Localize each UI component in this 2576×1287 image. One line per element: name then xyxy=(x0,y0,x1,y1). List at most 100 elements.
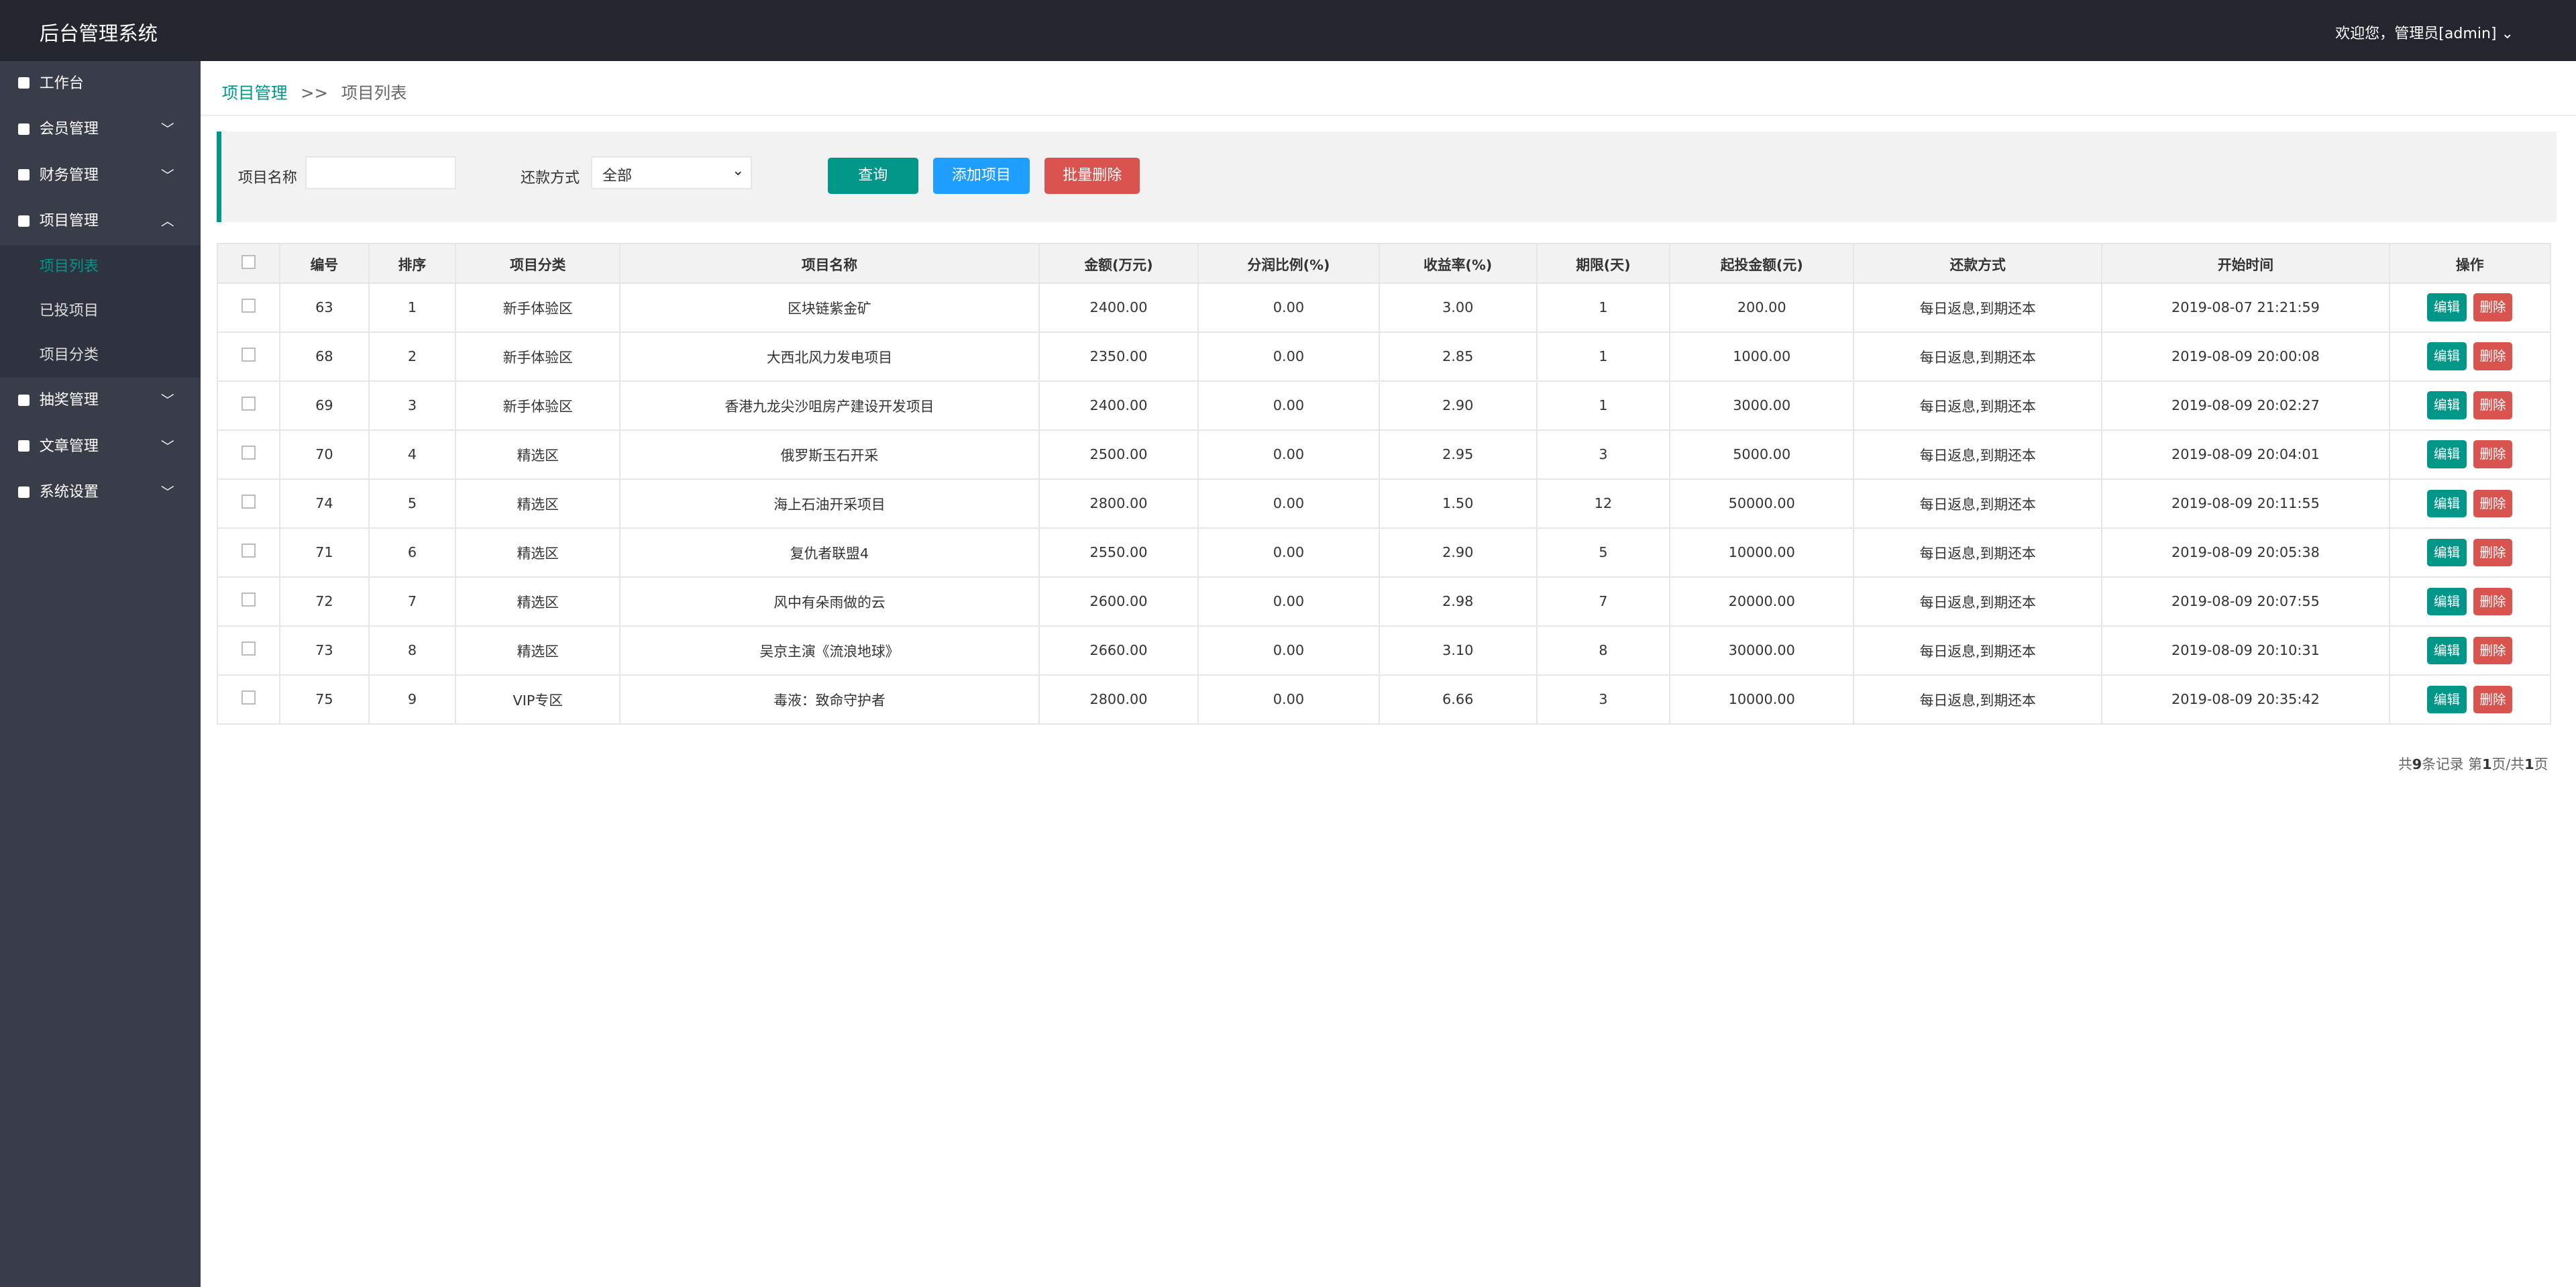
menu-item[interactable]: 系统设置 ﹀ xyxy=(0,470,201,516)
cell: 每日返息,到期还本 xyxy=(1853,625,2103,676)
submenu-item[interactable]: 项目分类 xyxy=(0,333,201,378)
add-button[interactable]: 添加项目 xyxy=(932,158,1030,194)
cell: 68 xyxy=(279,331,370,382)
pagination-text: 条记录 第 xyxy=(2422,756,2483,772)
cell: 2400.00 xyxy=(1038,282,1199,333)
label: 项目名称 xyxy=(237,170,297,187)
checkbox[interactable] xyxy=(241,446,256,460)
cell: 6.66 xyxy=(1378,674,1538,725)
checkbox[interactable] xyxy=(241,641,256,656)
user-menu[interactable]: 欢迎您，管理员[admin] ⌄ xyxy=(2335,25,2514,42)
breadcrumb-item[interactable]: 项目管理 xyxy=(221,83,288,103)
delete-button[interactable]: 删除 xyxy=(2473,685,2513,714)
cell: 6 xyxy=(368,527,457,578)
cell: 2019-08-09 20:35:42 xyxy=(2101,674,2390,725)
cell: 1000.00 xyxy=(1669,331,1855,382)
checkbox[interactable] xyxy=(241,397,256,411)
cell: 2.90 xyxy=(1378,380,1538,431)
cell: 2800.00 xyxy=(1038,674,1199,725)
repay-select[interactable]: 全部 ⌄ xyxy=(591,156,753,189)
edit-button[interactable]: 编辑 xyxy=(2427,440,2467,469)
cell xyxy=(217,380,281,431)
cell: 精选区 xyxy=(455,478,621,529)
delete-button[interactable]: 删除 xyxy=(2473,587,2513,616)
menu-icon xyxy=(17,215,30,227)
delete-button[interactable]: 删除 xyxy=(2473,489,2513,518)
cell: 3.00 xyxy=(1378,282,1538,333)
header-cell: 起投金额(元) xyxy=(1669,243,1855,284)
app-title: 后台管理系统 xyxy=(39,21,158,45)
cell: 毒液：致命守护者 xyxy=(619,674,1040,725)
delete-button[interactable]: 删除 xyxy=(2473,391,2513,420)
menu-item[interactable]: 会员管理 ﹀ xyxy=(0,107,201,153)
edit-button[interactable]: 编辑 xyxy=(2427,538,2467,567)
action-cell: 编辑 删除 xyxy=(2388,527,2551,578)
search-button[interactable]: 查询 xyxy=(827,158,918,194)
checkbox[interactable] xyxy=(241,593,256,607)
checkbox[interactable] xyxy=(241,348,256,362)
table-row: 71 6 精选区 复仇者联盟4 2550.00 0.00 2.90 5 10000.00 每日返息… xyxy=(217,527,2551,578)
cell: 海上石油开采项目 xyxy=(619,478,1040,529)
action-cell: 编辑 删除 xyxy=(2388,625,2551,676)
cell: 区块链紫金矿 xyxy=(619,282,1040,333)
checkbox[interactable] xyxy=(241,495,256,509)
cell: 30000.00 xyxy=(1669,625,1855,676)
cell: 2019-08-09 20:02:27 xyxy=(2101,380,2390,431)
cell: 2 xyxy=(368,331,457,382)
cell xyxy=(217,478,281,529)
filter-bar: 项目名称 还款方式 全部 ⌄ 查询 添加项目 批量删除 xyxy=(217,131,2557,222)
delete-button[interactable]: 删除 xyxy=(2473,538,2513,567)
cell: 精选区 xyxy=(455,429,621,480)
cell: 2500.00 xyxy=(1038,429,1199,480)
cell: 3 xyxy=(1536,429,1671,480)
menu-item[interactable]: 项目管理 ︿ xyxy=(0,199,201,245)
cell: 7 xyxy=(1536,576,1671,627)
edit-button[interactable]: 编辑 xyxy=(2427,636,2467,665)
batch-delete-button[interactable]: 批量删除 xyxy=(1044,158,1140,194)
menu-arrow: ﹀ xyxy=(161,121,174,138)
cell xyxy=(217,282,281,333)
menu-item[interactable]: 文章管理 ﹀ xyxy=(0,424,201,470)
cell: 69 xyxy=(279,380,370,431)
menu-item[interactable]: 工作台 xyxy=(0,61,201,107)
delete-button[interactable]: 删除 xyxy=(2473,440,2513,469)
action-cell: 编辑 删除 xyxy=(2388,380,2551,431)
cell: 香港九龙尖沙咀房产建设开发项目 xyxy=(619,380,1040,431)
cell: 5000.00 xyxy=(1669,429,1855,480)
menu-arrow: ﹀ xyxy=(161,167,174,183)
edit-button[interactable]: 编辑 xyxy=(2427,685,2467,714)
cell: 精选区 xyxy=(455,625,621,676)
cell: 0.00 xyxy=(1197,527,1380,578)
checkbox[interactable] xyxy=(241,299,256,313)
checkbox[interactable] xyxy=(241,544,256,558)
edit-button[interactable]: 编辑 xyxy=(2427,293,2467,322)
edit-button[interactable]: 编辑 xyxy=(2427,489,2467,518)
checkbox[interactable] xyxy=(241,690,256,705)
menu-icon xyxy=(17,77,30,89)
menu-item[interactable]: 抽奖管理 ﹀ xyxy=(0,378,201,424)
delete-button[interactable]: 删除 xyxy=(2473,342,2513,371)
cell: 2.95 xyxy=(1378,429,1538,480)
header-cell: 编号 xyxy=(279,243,370,284)
name-input[interactable] xyxy=(305,156,457,189)
cell: 2019-08-09 20:00:08 xyxy=(2101,331,2390,382)
submenu-item[interactable]: 已投项目 xyxy=(0,289,201,334)
delete-button[interactable]: 删除 xyxy=(2473,293,2513,322)
cell: 2400.00 xyxy=(1038,380,1199,431)
menu-label: 财务管理 xyxy=(39,166,99,184)
header-cell: 开始时间 xyxy=(2101,243,2390,284)
header-cell: 排序 xyxy=(368,243,457,284)
table-row: 72 7 精选区 风中有朵雨做的云 2600.00 0.00 2.98 7 20000.00 每日… xyxy=(217,576,2551,627)
menu-item[interactable]: 财务管理 ﹀ xyxy=(0,153,201,199)
checkbox[interactable] xyxy=(241,254,256,269)
header-cell: 操作 xyxy=(2388,243,2551,284)
delete-button[interactable]: 删除 xyxy=(2473,636,2513,665)
menu-arrow: ﹀ xyxy=(161,484,174,501)
submenu-item[interactable]: 项目列表 xyxy=(0,244,201,289)
table-row: 70 4 精选区 俄罗斯玉石开采 2500.00 0.00 2.95 3 5000.00 每日返息… xyxy=(217,429,2551,480)
edit-button[interactable]: 编辑 xyxy=(2427,391,2467,420)
edit-button[interactable]: 编辑 xyxy=(2427,342,2467,371)
edit-button[interactable]: 编辑 xyxy=(2427,587,2467,616)
cell: 0.00 xyxy=(1197,625,1380,676)
